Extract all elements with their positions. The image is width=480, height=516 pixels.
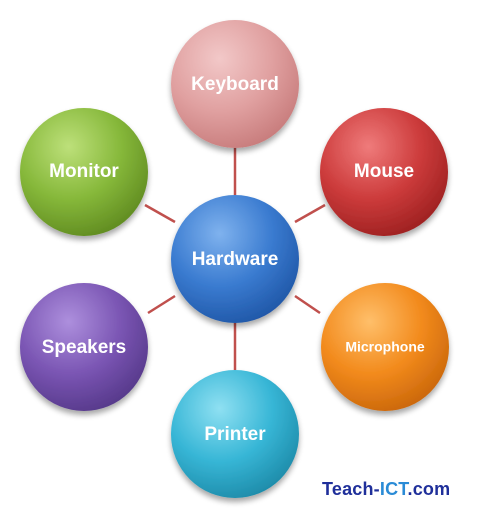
node-keyboard: Keyboard <box>171 20 299 148</box>
node-monitor-label: Monitor <box>49 161 119 182</box>
node-mouse-label: Mouse <box>354 161 414 182</box>
node-printer-label: Printer <box>204 424 266 445</box>
node-hardware-label: Hardware <box>192 249 279 270</box>
node-printer: Printer <box>171 370 299 498</box>
node-mouse: Mouse <box>320 108 448 236</box>
connector-speakers <box>147 294 176 315</box>
watermark-part-3: .com <box>407 479 451 499</box>
node-hardware-center: Hardware <box>171 195 299 323</box>
watermark-part-2: ICT <box>379 479 408 499</box>
node-microphone: Microphone <box>321 283 449 411</box>
node-monitor: Monitor <box>20 108 148 236</box>
teach-ict-watermark: Teach-ICT.com <box>322 479 450 500</box>
node-keyboard-label: Keyboard <box>191 74 279 95</box>
connector-microphone <box>294 294 321 315</box>
node-microphone-label: Microphone <box>345 339 425 355</box>
watermark-part-1: Teach- <box>322 479 380 499</box>
connectors <box>144 148 326 370</box>
node-speakers-label: Speakers <box>42 337 127 358</box>
node-speakers: Speakers <box>20 283 148 411</box>
connector-monitor <box>144 203 176 224</box>
connector-mouse <box>294 203 326 224</box>
